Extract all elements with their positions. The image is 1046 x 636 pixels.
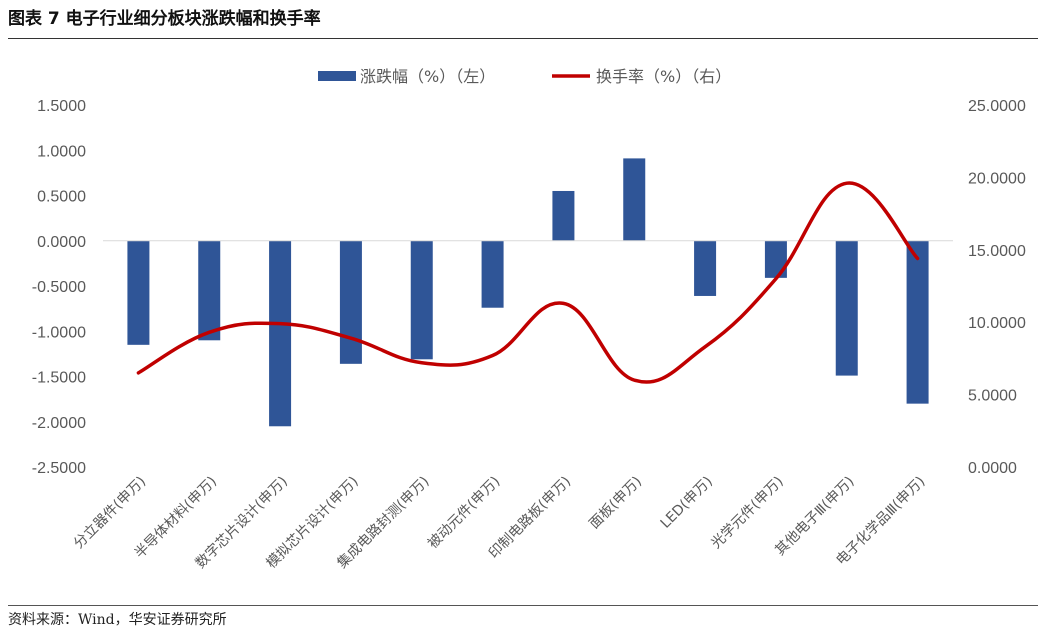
left-tick-label: 1.5000 [37,98,86,115]
top-rule [8,38,1038,39]
left-tick-label: 0.5000 [37,189,86,206]
category-label: 分立器件(申万) [71,474,149,552]
left-tick-label: -2.5000 [32,460,86,477]
bar [694,240,717,296]
legend-line-label: 换手率（%）（右） [596,67,731,86]
right-tick-label: 10.0000 [968,315,1026,332]
source-note: 资料来源：Wind，华安证券研究所 [8,612,227,628]
right-tick-label: 20.0000 [968,170,1026,187]
legend-bar-label: 涨跌幅（%）（左） [360,67,495,86]
bar [623,158,646,241]
left-tick-label: 0.0000 [37,234,86,251]
bar [764,240,787,278]
right-tick-label: 5.0000 [968,388,1017,405]
right-tick-label: 25.0000 [968,98,1026,115]
line-series [136,181,920,384]
bar [481,240,504,308]
left-tick-label: -1.0000 [32,324,86,341]
category-label: 被动元件(申万) [425,474,503,552]
category-label: 光学元件(申万) [708,474,786,552]
bar [269,240,292,427]
right-tick-label: 0.0000 [968,460,1017,477]
left-tick-label: -2.0000 [32,415,86,432]
left-tick-label: -1.5000 [32,370,86,387]
bar [339,240,362,364]
bar-series [127,158,929,427]
turnover-line [136,181,920,384]
bar [127,240,150,345]
category-label: LED(申万) [658,474,716,532]
legend: 涨跌幅（%）（左） 换手率（%）（右） [318,67,731,86]
bar [835,240,858,376]
left-tick-label: -0.5000 [32,279,86,296]
legend-bar-swatch [318,71,356,81]
right-axis: 25.0000 20.0000 15.0000 10.0000 5.0000 0.0000 [968,98,1026,477]
figure-title: 图表 7 电子行业细分板块涨跌幅和换手率 [8,9,321,29]
left-tick-label: 1.0000 [37,143,86,160]
bar [198,240,221,341]
bar [906,240,929,404]
left-axis: 1.5000 1.0000 0.5000 0.0000 -0.5000 -1.0000 -1… [32,98,86,477]
category-label: 面板(申万) [586,474,645,533]
chart-area: 涨跌幅（%）（左） 换手率（%）（右） 1.5000 1.0000 0.5000 0.0… [32,67,1026,572]
bottom-rule [8,605,1038,606]
bar [410,240,433,360]
category-labels: 分立器件(申万)半导体材料(申万)数字芯片设计(申万)模拟芯片设计(申万)集成电… [71,473,929,572]
bar [552,190,575,241]
right-tick-label: 15.0000 [968,243,1026,260]
